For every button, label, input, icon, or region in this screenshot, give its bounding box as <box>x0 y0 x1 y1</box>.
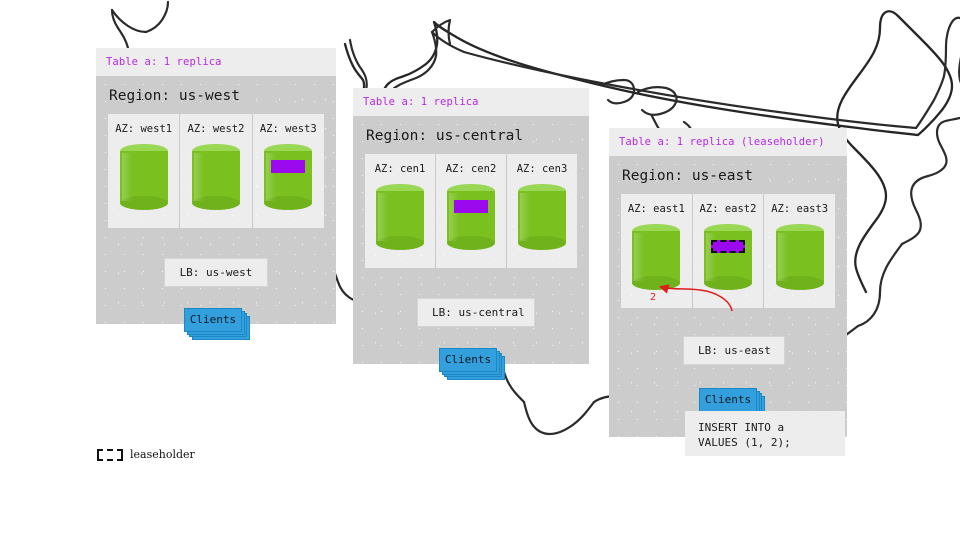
region-header-us-west: Table a: 1 replica <box>96 48 336 76</box>
cylinder-shine <box>449 193 459 241</box>
cylinder-bottom <box>775 276 824 290</box>
region-title-us-central: Region: us-central <box>366 128 524 144</box>
region-header-us-central: Table a: 1 replica <box>353 88 589 116</box>
cylinder-bottom <box>191 196 240 210</box>
cylinder-bottom <box>119 196 168 210</box>
region-header-us-east: Table a: 1 replica (leaseholder) <box>609 128 847 156</box>
cylinder-shine <box>266 153 277 201</box>
replica-marker <box>454 200 488 213</box>
sql-statement-note: INSERT INTO a VALUES (1, 2); <box>685 411 845 456</box>
region-panel-us-west: Table a: 1 replica Region: us-west AZ: w… <box>96 48 336 340</box>
load-balancer-us-central[interactable]: LB: us-central <box>417 298 535 327</box>
db-node-icon[interactable] <box>704 224 752 290</box>
replica-marker-leaseholder <box>711 240 745 253</box>
legend-label: leaseholder <box>130 448 195 461</box>
cylinder-bottom <box>376 236 424 250</box>
cylinder-shine <box>121 153 132 201</box>
db-node-icon[interactable] <box>264 144 313 210</box>
az-cen2[interactable]: AZ: cen2 <box>436 154 507 268</box>
az-east2[interactable]: AZ: east2 <box>693 194 765 308</box>
cylinder-body <box>264 151 313 203</box>
az-east3[interactable]: AZ: east3 <box>764 194 835 308</box>
arrow-step-number: 2 <box>650 292 657 303</box>
db-node-icon[interactable] <box>518 184 566 250</box>
az-label: AZ: west2 <box>187 123 245 135</box>
az-row-us-central: AZ: cen1 AZ: cen2 <box>365 154 577 268</box>
cylinder-body <box>775 231 824 283</box>
load-balancer-us-west[interactable]: LB: us-west <box>164 258 268 287</box>
az-label: AZ: west1 <box>115 123 173 135</box>
cylinder-shine <box>520 193 530 241</box>
cylinder-bottom <box>264 196 313 210</box>
cylinder-body <box>191 151 240 203</box>
region-panel-us-east: Table a: 1 replica (leaseholder) Region:… <box>609 128 847 437</box>
az-west1[interactable]: AZ: west1 <box>108 114 181 228</box>
cylinder-body <box>447 191 495 243</box>
cylinder-body <box>376 191 424 243</box>
cylinder-shine <box>193 153 204 201</box>
cylinder-shine <box>777 233 788 281</box>
load-balancer-us-east[interactable]: LB: us-east <box>683 336 785 365</box>
clients-label: Clients <box>439 348 497 372</box>
cylinder-body <box>632 231 681 283</box>
cylinder-body <box>518 191 566 243</box>
region-panel-us-central: Table a: 1 replica Region: us-central AZ… <box>353 88 589 380</box>
az-cen1[interactable]: AZ: cen1 <box>365 154 436 268</box>
db-node-icon[interactable] <box>447 184 495 250</box>
db-node-icon[interactable] <box>775 224 824 290</box>
cylinder-shine <box>634 233 645 281</box>
region-body-us-central: Region: us-central AZ: cen1 AZ: cen2 <box>353 116 589 380</box>
az-east1[interactable]: AZ: east1 <box>621 194 693 308</box>
replica-marker <box>271 160 306 173</box>
cylinder-shine <box>378 193 388 241</box>
cylinder-body <box>704 231 752 283</box>
az-label: AZ: cen1 <box>374 163 426 175</box>
region-body-us-east: Region: us-east AZ: east1 AZ: east2 <box>609 156 847 437</box>
az-label: AZ: east2 <box>699 203 757 215</box>
az-cen3[interactable]: AZ: cen3 <box>507 154 577 268</box>
db-node-icon[interactable] <box>191 144 240 210</box>
db-node-icon[interactable] <box>632 224 681 290</box>
clients-button-us-central[interactable]: Clients <box>439 348 505 380</box>
clients-button-us-west[interactable]: Clients <box>184 308 250 340</box>
region-title-us-east: Region: us-east <box>622 168 753 184</box>
region-body-us-west: Region: us-west AZ: west1 AZ: west2 <box>96 76 336 340</box>
clients-button-us-east[interactable]: Clients <box>699 388 765 420</box>
az-label: AZ: east1 <box>627 203 685 215</box>
az-label: AZ: cen2 <box>445 163 497 175</box>
cylinder-body <box>119 151 168 203</box>
cylinder-bottom <box>447 236 495 250</box>
az-row-us-west: AZ: west1 AZ: west2 <box>108 114 324 228</box>
clients-label: Clients <box>184 308 242 332</box>
db-node-icon[interactable] <box>376 184 424 250</box>
az-label: AZ: cen3 <box>516 163 568 175</box>
az-west2[interactable]: AZ: west2 <box>180 114 253 228</box>
legend-leaseholder: leaseholder <box>97 448 195 461</box>
db-node-icon[interactable] <box>119 144 168 210</box>
az-label: AZ: west3 <box>259 123 317 135</box>
az-west3[interactable]: AZ: west3 <box>253 114 324 228</box>
dashed-rect-icon <box>97 448 123 461</box>
az-row-us-east: AZ: east1 AZ: east2 <box>621 194 835 308</box>
clients-label: Clients <box>699 388 757 412</box>
az-label: AZ: east3 <box>771 203 829 215</box>
region-title-us-west: Region: us-west <box>109 88 240 104</box>
cylinder-shine <box>706 233 716 281</box>
cylinder-bottom <box>518 236 566 250</box>
